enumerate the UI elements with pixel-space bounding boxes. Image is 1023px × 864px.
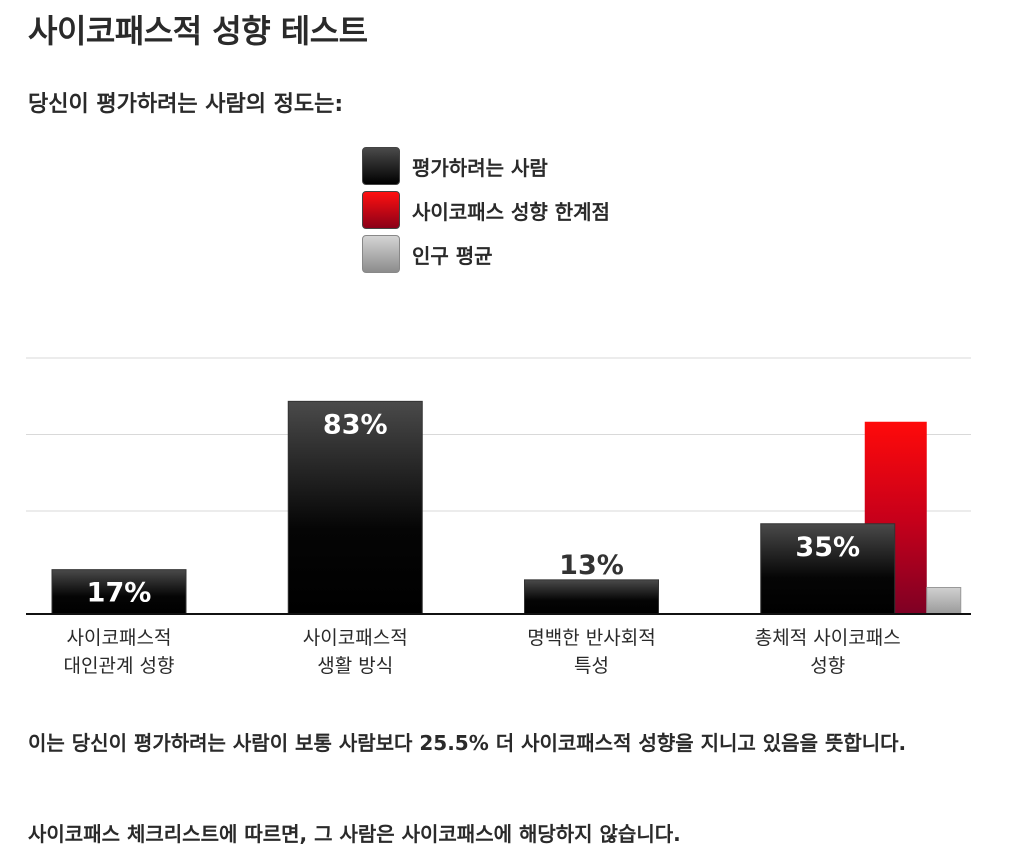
legend-label-person: 평가하려는 사람 bbox=[412, 155, 548, 180]
page-title: 사이코패스적 성향 테스트 bbox=[28, 12, 368, 50]
gridlines bbox=[26, 357, 971, 512]
legend-label-average: 인구 평균 bbox=[412, 243, 493, 268]
bars bbox=[51, 400, 962, 615]
bar-value-label-3: 35% bbox=[795, 532, 860, 563]
category-label-1-line-1: 생활 방식 bbox=[317, 655, 393, 677]
checklist-result-text: 사이코패스 체크리스트에 따르면, 그 사람은 사이코패스에 해당하지 않습니다… bbox=[28, 822, 681, 846]
chart-legend: 평가하려는 사람 사이코패스 성향 한계점 인구 평균 bbox=[362, 144, 610, 276]
bar-person-3 bbox=[760, 523, 896, 615]
category-label-2-line-1: 특성 bbox=[574, 655, 609, 677]
chart-intro-heading: 당신이 평가하려는 사람의 정도는: bbox=[28, 92, 344, 117]
legend-label-threshold: 사이코패스 성향 한계점 bbox=[412, 199, 610, 224]
category-label-1-line-0: 사이코패스적 bbox=[303, 627, 408, 649]
legend-swatch-threshold bbox=[362, 191, 400, 229]
bar-value-label-0: 17% bbox=[87, 578, 152, 609]
category-label-2-line-0: 명백한 반사회적 bbox=[527, 627, 655, 649]
category-label-0-line-1: 대인관계 성향 bbox=[64, 655, 175, 677]
bar-person-0 bbox=[51, 569, 187, 615]
bar-value-labels: 17% 83% 13% 35% bbox=[87, 409, 860, 608]
legend-item-person: 평가하려는 사람 bbox=[362, 144, 610, 188]
category-label-3-line-1: 성향 bbox=[810, 655, 845, 677]
legend-swatch-person bbox=[362, 147, 400, 185]
result-text: 이는 당신이 평가하려는 사람이 보통 사람보다 25.5% 더 사이코패스적 … bbox=[28, 731, 907, 755]
legend-item-average: 인구 평균 bbox=[362, 232, 610, 276]
category-label-0-line-0: 사이코패스적 bbox=[67, 627, 172, 649]
bar-value-label-1: 83% bbox=[323, 409, 388, 440]
legend-swatch-average bbox=[362, 235, 400, 273]
bar-person-1 bbox=[287, 400, 423, 615]
category-label-3-line-0: 총체적 사이코패스 bbox=[755, 627, 901, 649]
legend-item-threshold: 사이코패스 성향 한계점 bbox=[362, 188, 610, 232]
bar-person-2 bbox=[524, 579, 659, 615]
bar-average-3 bbox=[926, 587, 962, 615]
bar-value-label-2: 13% bbox=[559, 550, 624, 581]
